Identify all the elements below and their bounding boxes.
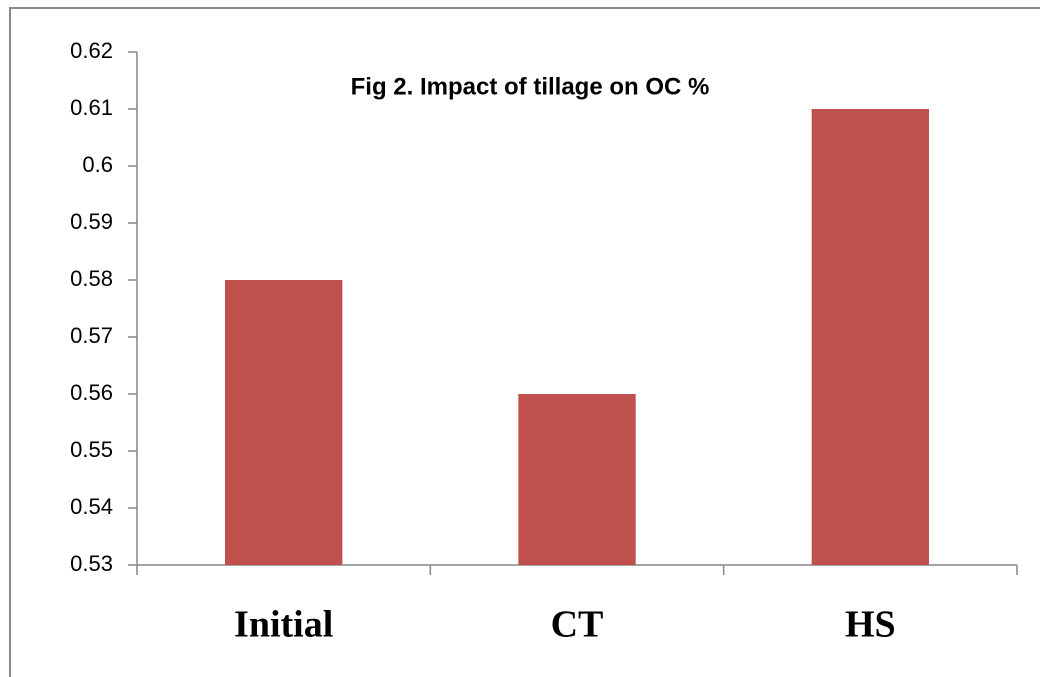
y-tick-label: 0.57	[70, 323, 113, 348]
y-tick-label: 0.62	[70, 38, 113, 63]
y-tick-label: 0.55	[70, 437, 113, 462]
y-tick-label: 0.56	[70, 380, 113, 405]
x-tick-label: CT	[551, 604, 604, 646]
x-tick-label: Initial	[234, 604, 333, 646]
y-tick-label: 0.58	[70, 266, 113, 291]
bar	[225, 280, 343, 565]
y-tick-label: 0.53	[70, 551, 113, 576]
y-tick-label: 0.61	[70, 95, 113, 120]
y-tick-label: 0.6	[82, 152, 113, 177]
y-tick-label: 0.54	[70, 494, 113, 519]
bar	[518, 394, 636, 565]
chart-border	[9, 7, 1040, 677]
x-tick-label: HS	[845, 604, 896, 646]
y-tick-label: 0.59	[70, 209, 113, 234]
bar	[811, 109, 929, 565]
chart-title: Fig 2. Impact of tillage on OC %	[351, 73, 710, 100]
